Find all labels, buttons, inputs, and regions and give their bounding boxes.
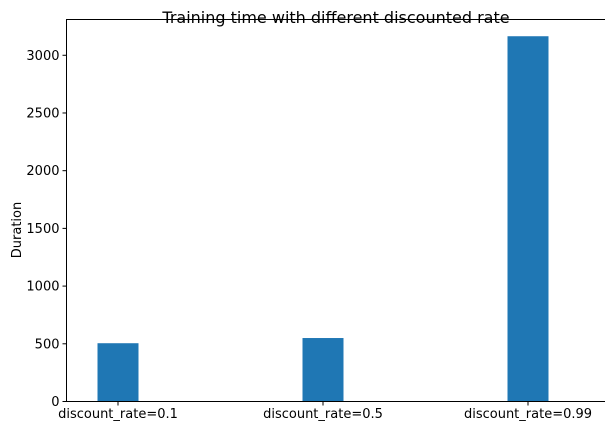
y-axis-ticks: 0 500 1000 1500 2000 2500 3000 [26, 49, 67, 410]
x-tick-label-2: discount_rate=0.99 [464, 407, 592, 422]
x-tick-label-1: discount_rate=0.5 [263, 407, 383, 422]
x-axis-ticks: discount_rate=0.1 discount_rate=0.5 discou… [58, 401, 592, 422]
y-tick-label-5: 2500 [26, 106, 59, 121]
y-tick-label-3: 1500 [26, 222, 59, 237]
y-tick-label-1: 500 [35, 337, 60, 352]
y-tick-label-4: 2000 [26, 164, 59, 179]
bar-1 [302, 338, 344, 402]
y-tick-label-0: 0 [51, 395, 59, 410]
x-tick-label-0: discount_rate=0.1 [58, 407, 178, 422]
plot-frame [66, 19, 605, 402]
bar-0 [97, 343, 139, 402]
y-tick-label-2: 1000 [26, 280, 59, 295]
bars-group [97, 36, 549, 402]
bar-2 [507, 36, 549, 402]
y-axis-label: Duration [10, 202, 25, 258]
chart-title: Training time with different discounted … [161, 8, 509, 27]
y-tick-label-6: 3000 [26, 49, 59, 64]
